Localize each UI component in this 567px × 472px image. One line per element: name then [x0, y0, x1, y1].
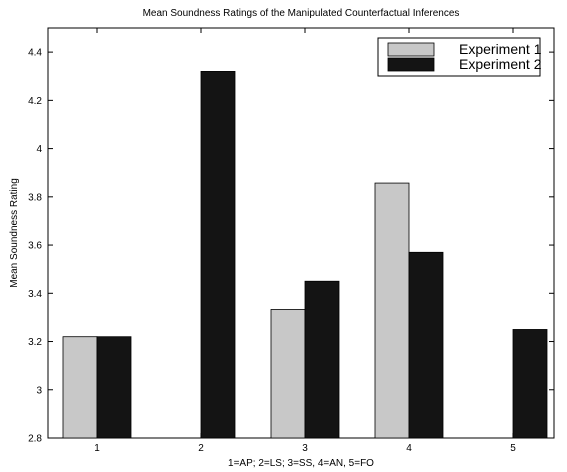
y-tick-label: 4.4	[28, 48, 42, 59]
x-tick-label: 5	[510, 443, 516, 454]
bars	[62, 71, 548, 439]
y-tick-label: 3.4	[28, 289, 42, 300]
x-tick-label: 4	[406, 443, 412, 454]
y-tick-label: 2.8	[28, 434, 42, 445]
x-tick-label: 3	[302, 443, 308, 454]
legend-swatch-experiment-1	[387, 42, 435, 57]
x-tick-label: 2	[198, 443, 204, 454]
bar-experiment-1-cat-1	[62, 336, 98, 439]
bar-experiment-1-cat-4	[374, 182, 410, 439]
bar-experiment-2-cat-4	[408, 251, 444, 439]
y-axis-label: Mean Soundness Rating	[9, 178, 20, 288]
legend-label-experiment-2: Experiment 2	[459, 56, 542, 72]
bar-experiment-2-cat-5	[512, 329, 548, 439]
legend-swatch-experiment-2	[387, 57, 435, 72]
y-tick-label: 4.2	[28, 96, 42, 107]
y-tick-label: 3.6	[28, 241, 42, 252]
legend: Experiment 1 Experiment 2	[377, 37, 542, 77]
x-axis-label: 1=AP; 2=LS; 3=SS, 4=AN, 5=FO	[228, 458, 374, 469]
y-axis: 2.8 3 3.2 3.4 3.6 3.8 4 4.2 4.4	[28, 48, 554, 445]
y-tick-label: 3	[36, 385, 42, 396]
y-tick-label: 3.8	[28, 192, 42, 203]
x-tick-label: 1	[94, 443, 100, 454]
bar-experiment-2-cat-2	[200, 71, 236, 439]
bar-experiment-1-cat-3	[270, 309, 306, 439]
bar-experiment-2-cat-3	[304, 280, 340, 439]
bar-experiment-2-cat-1	[96, 336, 132, 439]
y-tick-label: 4	[36, 144, 42, 155]
chart-title: Mean Soundness Ratings of the Manipulate…	[143, 8, 460, 19]
legend-label-experiment-1: Experiment 1	[459, 41, 542, 57]
y-tick-label: 3.2	[28, 337, 42, 348]
